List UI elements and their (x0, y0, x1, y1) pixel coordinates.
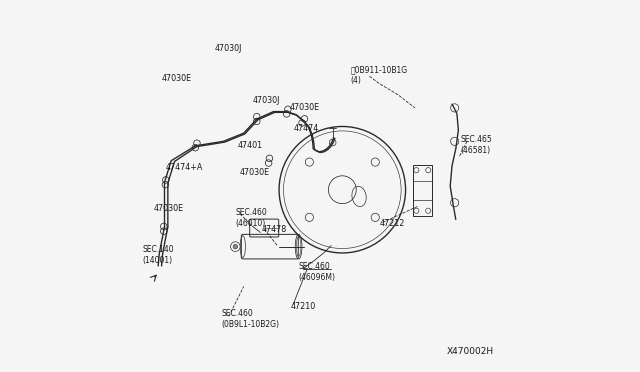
Text: 47474+A: 47474+A (166, 163, 203, 172)
Bar (413, 165, 432, 216)
Text: SEC.460
(0B9L1-10B2G): SEC.460 (0B9L1-10B2G) (221, 309, 280, 329)
Text: SEC.465
(46581): SEC.465 (46581) (461, 135, 492, 155)
Text: 47030E: 47030E (162, 74, 192, 83)
Text: ⓝ0B911-10B1G
(4): ⓝ0B911-10B1G (4) (351, 65, 408, 85)
Bar (413, 181, 432, 200)
Text: SEC.140
(14001): SEC.140 (14001) (142, 245, 174, 265)
Circle shape (233, 244, 237, 249)
Text: 47030J: 47030J (253, 96, 280, 105)
Text: SEC.460
(46010): SEC.460 (46010) (235, 208, 267, 228)
Text: 47030E: 47030E (289, 103, 319, 112)
Text: 47030E: 47030E (154, 204, 184, 213)
Text: 47401: 47401 (237, 141, 262, 150)
Text: 47474: 47474 (294, 124, 319, 133)
Text: 47478: 47478 (261, 225, 287, 234)
Text: SEC.460
(46096M): SEC.460 (46096M) (299, 262, 336, 282)
Text: 47212: 47212 (380, 219, 405, 228)
Text: X470002H: X470002H (447, 347, 493, 356)
Text: 47210: 47210 (291, 302, 316, 311)
Text: 47030J: 47030J (215, 44, 243, 53)
Text: 47030E: 47030E (240, 169, 270, 177)
